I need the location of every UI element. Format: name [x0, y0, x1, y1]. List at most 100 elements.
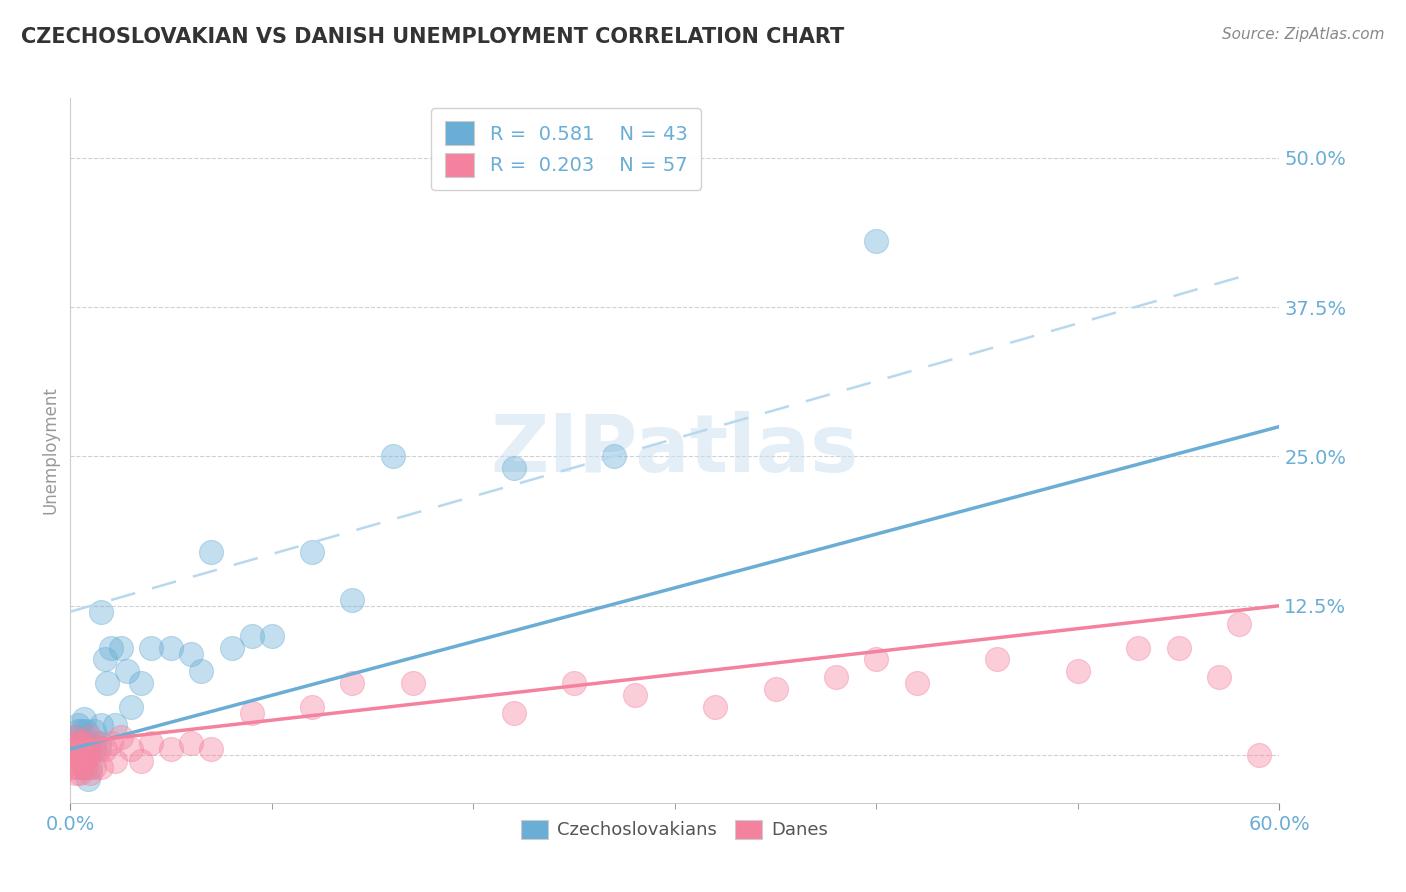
- Point: [301, 545, 323, 559]
- Point: [240, 706, 263, 721]
- Point: [129, 754, 152, 768]
- Point: [79, 736, 101, 750]
- Y-axis label: Unemployment: Unemployment: [41, 386, 59, 515]
- Point: [67, 760, 90, 774]
- Point: [83, 724, 105, 739]
- Point: [65, 742, 87, 756]
- Point: [65, 766, 87, 780]
- Point: [75, 736, 97, 750]
- Point: [79, 760, 101, 774]
- Point: [1067, 665, 1090, 679]
- Point: [120, 742, 142, 756]
- Point: [221, 640, 243, 655]
- Point: [75, 742, 97, 756]
- Point: [65, 736, 87, 750]
- Point: [77, 772, 100, 786]
- Point: [72, 742, 94, 756]
- Point: [180, 736, 202, 750]
- Legend: Czechoslovakians, Danes: Czechoslovakians, Danes: [515, 813, 835, 847]
- Point: [342, 676, 364, 690]
- Point: [60, 736, 83, 750]
- Point: [65, 730, 87, 744]
- Point: [83, 742, 105, 756]
- Point: [60, 747, 83, 762]
- Point: [139, 736, 162, 750]
- Point: [1249, 747, 1271, 762]
- Point: [90, 718, 111, 732]
- Point: [79, 747, 101, 762]
- Point: [100, 736, 122, 750]
- Point: [73, 736, 96, 750]
- Point: [83, 736, 105, 750]
- Point: [502, 461, 524, 475]
- Point: [90, 760, 111, 774]
- Point: [60, 760, 83, 774]
- Point: [704, 700, 727, 714]
- Point: [75, 724, 97, 739]
- Point: [120, 700, 142, 714]
- Point: [83, 760, 105, 774]
- Point: [160, 742, 183, 756]
- Point: [240, 629, 263, 643]
- Point: [73, 760, 96, 774]
- Point: [865, 652, 887, 666]
- Point: [67, 718, 90, 732]
- Point: [160, 640, 183, 655]
- Point: [301, 700, 323, 714]
- Point: [90, 605, 111, 619]
- Text: Source: ZipAtlas.com: Source: ZipAtlas.com: [1222, 27, 1385, 42]
- Point: [96, 676, 118, 690]
- Point: [1128, 640, 1150, 655]
- Point: [1208, 670, 1230, 684]
- Point: [402, 676, 425, 690]
- Point: [905, 676, 928, 690]
- Point: [986, 652, 1008, 666]
- Point: [77, 747, 100, 762]
- Point: [79, 766, 101, 780]
- Point: [1227, 616, 1250, 631]
- Point: [623, 688, 645, 702]
- Point: [67, 724, 90, 739]
- Point: [87, 742, 110, 756]
- Point: [1167, 640, 1189, 655]
- Point: [63, 760, 86, 774]
- Point: [765, 682, 787, 697]
- Point: [129, 676, 152, 690]
- Point: [69, 742, 91, 756]
- Point: [67, 742, 90, 756]
- Point: [200, 742, 222, 756]
- Point: [63, 742, 86, 756]
- Point: [502, 706, 524, 721]
- Point: [65, 736, 87, 750]
- Point: [603, 450, 626, 464]
- Point: [110, 730, 132, 744]
- Point: [139, 640, 162, 655]
- Point: [104, 718, 127, 732]
- Point: [342, 592, 364, 607]
- Point: [104, 754, 127, 768]
- Point: [100, 640, 122, 655]
- Text: ZIPatlas: ZIPatlas: [491, 411, 859, 490]
- Point: [75, 760, 97, 774]
- Point: [65, 742, 87, 756]
- Point: [825, 670, 848, 684]
- Point: [180, 647, 202, 661]
- Point: [69, 766, 91, 780]
- Point: [87, 736, 110, 750]
- Point: [77, 742, 100, 756]
- Point: [72, 760, 94, 774]
- Point: [69, 747, 91, 762]
- Point: [79, 730, 101, 744]
- Point: [562, 676, 585, 690]
- Point: [200, 545, 222, 559]
- Point: [73, 754, 96, 768]
- Text: CZECHOSLOVAKIAN VS DANISH UNEMPLOYMENT CORRELATION CHART: CZECHOSLOVAKIAN VS DANISH UNEMPLOYMENT C…: [21, 27, 845, 46]
- Point: [72, 736, 94, 750]
- Point: [93, 742, 115, 756]
- Point: [865, 235, 887, 249]
- Point: [63, 730, 86, 744]
- Point: [115, 665, 138, 679]
- Point: [73, 712, 96, 726]
- Point: [260, 629, 283, 643]
- Point: [110, 640, 132, 655]
